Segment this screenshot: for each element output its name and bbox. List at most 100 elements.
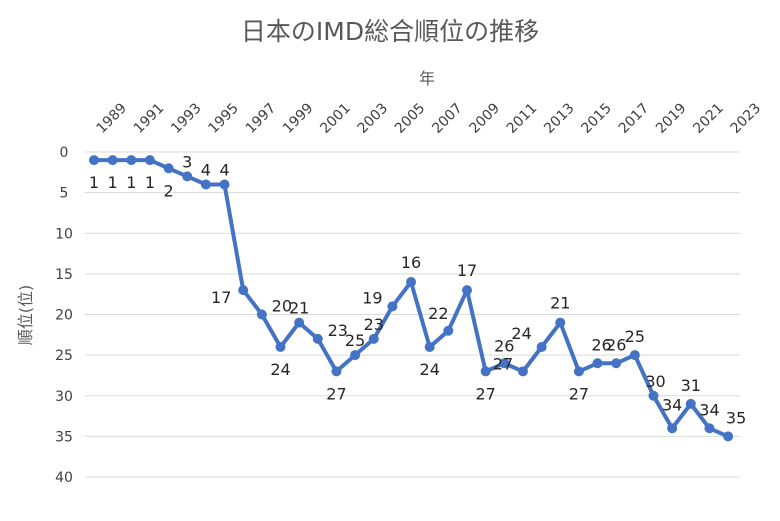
x-tick-label: 2001: [317, 100, 354, 137]
x-tick-label: 2009: [467, 100, 504, 137]
data-label: 25: [345, 331, 365, 350]
data-point: [312, 333, 323, 344]
data-label: 30: [645, 372, 665, 391]
x-tick-label: 2011: [504, 100, 541, 137]
x-tick-label: 2021: [690, 100, 727, 137]
y-tick-label: 5: [60, 186, 69, 202]
x-tick-label: 1991: [131, 100, 168, 137]
y-tick-label: 40: [55, 470, 73, 486]
data-label: 27: [326, 384, 346, 403]
data-point: [424, 342, 435, 352]
y-tick-label: 10: [55, 226, 73, 242]
x-axis-title: 年: [419, 69, 435, 88]
chart-title: 日本のIMD総合順位の推移: [241, 17, 539, 46]
y-tick-label: 35: [55, 429, 73, 445]
data-label: 23: [364, 315, 384, 334]
data-label: 1: [126, 173, 136, 192]
data-point: [704, 423, 715, 434]
series-line: [92, 158, 731, 439]
data-point: [592, 358, 603, 369]
data-point: [499, 358, 510, 369]
data-point: [275, 342, 286, 352]
data-label: 26: [591, 335, 611, 354]
data-point: [126, 155, 137, 166]
data-label: 17: [457, 261, 477, 280]
x-tick-label: 2017: [616, 100, 653, 137]
data-point: [629, 350, 640, 361]
y-tick-label: 15: [55, 267, 73, 283]
data-label: 24: [511, 324, 531, 343]
x-tick-label: 1999: [280, 100, 317, 137]
x-tick-label: 2005: [392, 100, 429, 137]
series-ranking: [89, 155, 734, 442]
data-label: 34: [699, 400, 719, 419]
data-label: 1: [145, 173, 155, 192]
data-point: [555, 317, 566, 328]
data-label: 25: [625, 327, 645, 346]
data-label: 1: [89, 173, 99, 192]
data-label: 16: [401, 253, 421, 272]
x-axis-ticks: 1989 1991 1993 1995 1997 1999 2001 2003 2005 2007…: [94, 100, 765, 137]
data-point: [89, 155, 99, 166]
data-label: 17: [211, 288, 231, 307]
data-point: [648, 390, 659, 401]
data-label: 27: [569, 384, 589, 403]
data-point: [350, 350, 361, 361]
data-point: [331, 366, 342, 377]
data-point: [182, 171, 193, 182]
data-label: 22: [428, 304, 448, 323]
x-tick-label: 1995: [205, 100, 242, 137]
data-label: 24: [420, 360, 440, 379]
data-label: 27: [493, 354, 513, 373]
data-point: [443, 325, 454, 336]
y-axis-ticks: 0 5 10 15 20 25 30 35 40: [55, 145, 73, 486]
data-point: [368, 333, 379, 344]
data-label: 21: [550, 294, 570, 313]
data-point: [163, 163, 174, 174]
data-label: 26: [606, 335, 626, 354]
y-axis-title: 順位(位): [16, 285, 35, 346]
data-label: 4: [201, 161, 211, 180]
data-label: 31: [681, 376, 701, 395]
data-point: [685, 398, 696, 409]
data-point: [406, 277, 417, 287]
data-point: [536, 342, 547, 352]
data-point: [573, 366, 584, 377]
y-tick-label: 0: [60, 145, 69, 161]
y-tick-label: 30: [55, 389, 73, 405]
y-tick-label: 25: [55, 348, 73, 364]
data-label: 27: [475, 384, 495, 403]
x-tick-label: 2023: [728, 100, 765, 137]
data-label: 3: [182, 152, 192, 171]
data-point: [200, 179, 211, 190]
data-point: [480, 366, 491, 377]
data-label: 1: [108, 173, 118, 192]
data-point: [294, 317, 305, 328]
data-point: [238, 285, 249, 296]
x-tick-label: 2015: [578, 100, 615, 137]
data-label: 35: [726, 408, 746, 427]
data-point: [723, 431, 734, 442]
data-point: [387, 301, 398, 312]
data-label: 23: [328, 321, 348, 340]
data-point: [611, 358, 622, 369]
x-tick-label: 1993: [168, 100, 205, 137]
gridlines: [85, 151, 740, 478]
data-point: [667, 423, 678, 434]
data-label: 20: [272, 297, 292, 316]
data-point: [256, 309, 267, 320]
data-label: 19: [362, 288, 382, 307]
data-label: 21: [289, 299, 309, 318]
data-point: [144, 155, 155, 166]
data-label: 26: [494, 336, 514, 355]
x-tick-label: 2019: [653, 100, 690, 137]
data-labels: 1 1 1 1 23 4 417 202421232725231916242217272627…: [89, 152, 746, 427]
data-label: 24: [270, 360, 290, 379]
x-tick-label: 2013: [541, 100, 578, 137]
data-label: 4: [219, 161, 229, 180]
data-point: [219, 179, 230, 190]
x-tick-label: 2007: [429, 100, 466, 137]
x-tick-label: 1989: [94, 100, 131, 137]
data-label: 34: [662, 395, 682, 414]
